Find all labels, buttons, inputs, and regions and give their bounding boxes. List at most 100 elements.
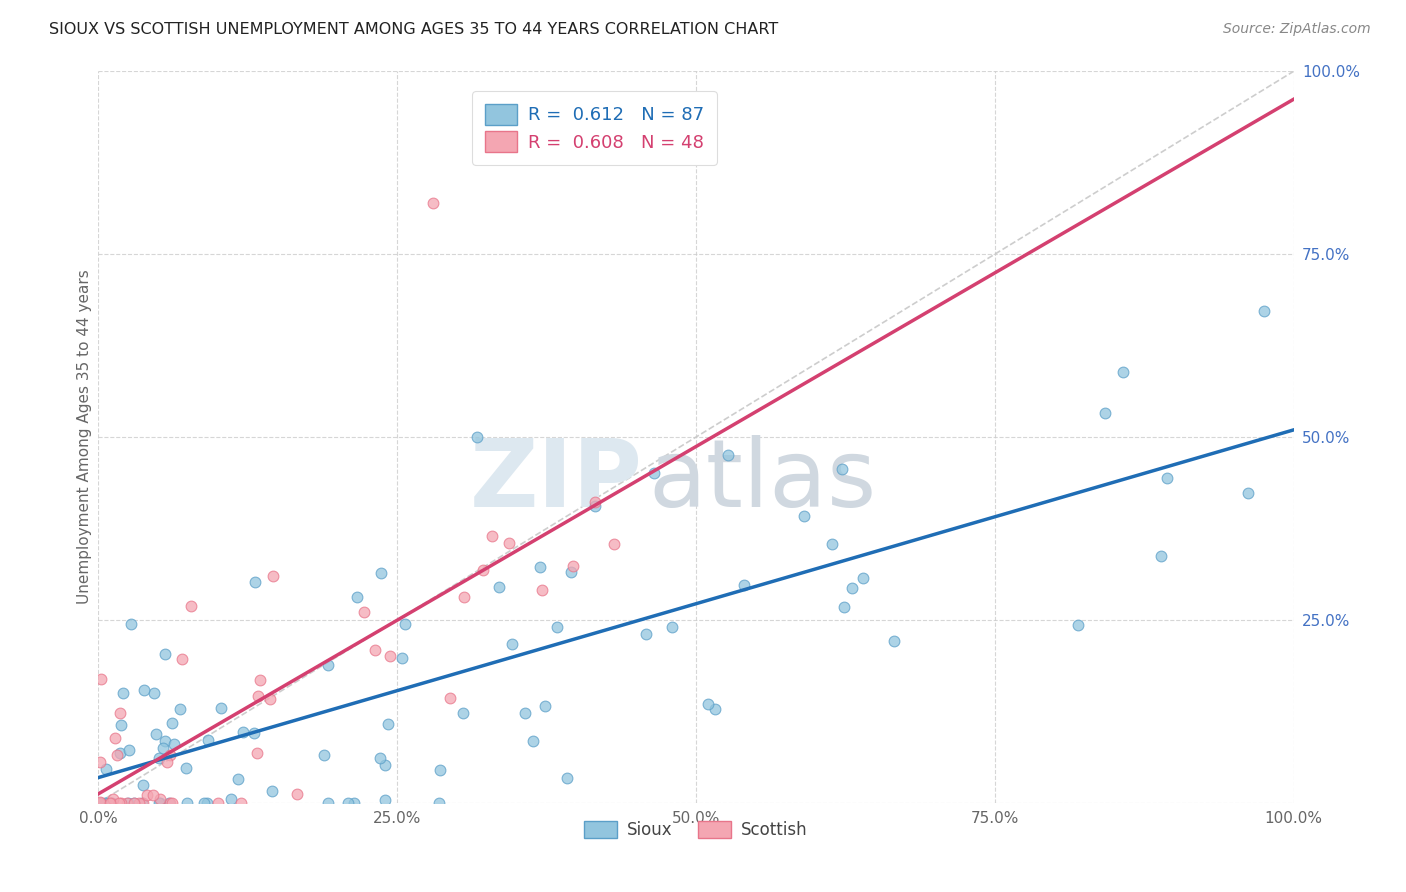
Point xyxy=(159,796,181,810)
Point xyxy=(132,796,155,810)
Point xyxy=(522,734,544,748)
Point xyxy=(546,620,568,634)
Point xyxy=(661,620,683,634)
Point xyxy=(207,796,229,810)
Point xyxy=(316,657,339,672)
Point xyxy=(149,792,172,806)
Point xyxy=(337,796,360,810)
Point xyxy=(472,563,495,577)
Point xyxy=(603,537,626,551)
Point xyxy=(162,796,184,810)
Point xyxy=(555,771,578,785)
Point xyxy=(488,580,510,594)
Point xyxy=(374,758,396,772)
Point xyxy=(243,725,266,739)
Point xyxy=(110,718,132,732)
Point xyxy=(1150,549,1173,563)
Point xyxy=(370,566,392,581)
Point xyxy=(112,686,135,700)
Text: SIOUX VS SCOTTISH UNEMPLOYMENT AMONG AGES 35 TO 44 YEARS CORRELATION CHART: SIOUX VS SCOTTISH UNEMPLOYMENT AMONG AGE… xyxy=(49,22,779,37)
Point xyxy=(391,651,413,665)
Point xyxy=(153,733,176,747)
Point xyxy=(110,746,132,760)
Point xyxy=(118,743,141,757)
Point xyxy=(561,558,583,573)
Point xyxy=(465,430,488,444)
Point xyxy=(733,578,755,592)
Point xyxy=(832,600,855,615)
Point xyxy=(197,732,219,747)
Point xyxy=(163,737,186,751)
Point xyxy=(515,706,537,720)
Point xyxy=(262,569,284,583)
Point xyxy=(195,796,218,810)
Point xyxy=(232,724,254,739)
Text: atlas: atlas xyxy=(648,435,876,527)
Point xyxy=(193,796,215,810)
Text: Source: ZipAtlas.com: Source: ZipAtlas.com xyxy=(1223,22,1371,37)
Point xyxy=(697,697,720,711)
Point xyxy=(134,682,156,697)
Point xyxy=(157,796,180,810)
Point xyxy=(429,796,451,810)
Point xyxy=(453,706,475,720)
Point xyxy=(1253,304,1275,318)
Y-axis label: Unemployment Among Ages 35 to 44 years: Unemployment Among Ages 35 to 44 years xyxy=(77,269,91,605)
Point xyxy=(852,571,875,585)
Point xyxy=(142,686,165,700)
Point xyxy=(883,633,905,648)
Point xyxy=(180,599,202,613)
Point xyxy=(89,755,111,769)
Point xyxy=(583,500,606,514)
Point xyxy=(149,796,172,810)
Point xyxy=(534,699,557,714)
Point xyxy=(439,690,461,705)
Point xyxy=(259,692,281,706)
Point xyxy=(368,750,391,764)
Point xyxy=(364,643,387,657)
Point xyxy=(422,196,444,211)
Point xyxy=(1094,406,1116,420)
Point xyxy=(128,796,150,810)
Point xyxy=(314,747,336,762)
Point xyxy=(501,637,523,651)
Point xyxy=(394,616,416,631)
Point xyxy=(108,796,131,810)
Point xyxy=(131,796,153,810)
Point xyxy=(169,702,191,716)
Point xyxy=(285,787,308,801)
Point xyxy=(209,701,232,715)
Point xyxy=(793,509,815,524)
Point xyxy=(498,535,520,549)
Point xyxy=(831,462,853,476)
Point xyxy=(429,763,451,777)
Point xyxy=(531,582,554,597)
Point xyxy=(377,717,399,731)
Point xyxy=(1112,365,1135,379)
Point xyxy=(176,796,198,810)
Point xyxy=(343,796,366,810)
Point xyxy=(156,755,179,769)
Point xyxy=(453,591,475,605)
Point xyxy=(1066,617,1088,632)
Point xyxy=(643,466,665,480)
Point xyxy=(117,796,139,810)
Point xyxy=(245,575,267,590)
Point xyxy=(162,715,184,730)
Point xyxy=(170,652,193,666)
Point xyxy=(132,778,155,792)
Point xyxy=(717,448,740,462)
Point xyxy=(246,746,269,760)
Point xyxy=(353,605,375,619)
Point xyxy=(316,796,339,810)
Point xyxy=(90,673,112,687)
Point xyxy=(560,565,582,579)
Point xyxy=(101,796,124,810)
Point xyxy=(378,649,401,664)
Point xyxy=(108,706,131,721)
Point xyxy=(583,494,606,508)
Point xyxy=(117,796,139,810)
Point xyxy=(481,529,503,543)
Point xyxy=(148,751,170,765)
Point xyxy=(262,784,284,798)
